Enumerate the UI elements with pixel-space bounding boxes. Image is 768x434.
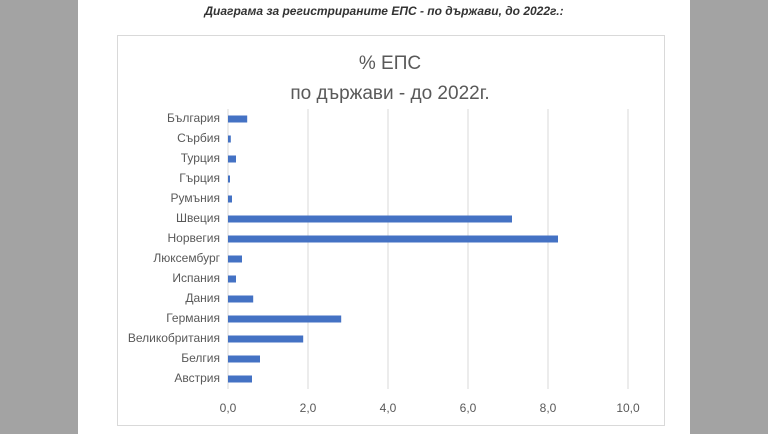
x-tick-label: 4,0 bbox=[380, 401, 397, 415]
chart-frame bbox=[117, 35, 665, 426]
bar bbox=[228, 235, 558, 243]
bar bbox=[228, 275, 236, 283]
y-tick-label: Румъния bbox=[171, 191, 220, 205]
bar bbox=[228, 175, 230, 183]
bar bbox=[228, 135, 231, 143]
x-tick-label: 2,0 bbox=[300, 401, 317, 415]
y-tick-label: Германия bbox=[166, 311, 220, 325]
y-tick-label: Великобритания bbox=[128, 331, 220, 345]
chart-subtitle: по държави - до 2022г. bbox=[290, 83, 489, 104]
heading: Диаграма за регистрираните ЕПС - по държ… bbox=[204, 4, 564, 18]
y-tick-label: Австрия bbox=[174, 371, 220, 385]
bar bbox=[228, 315, 342, 323]
x-tick-label: 10,0 bbox=[616, 401, 640, 415]
bar bbox=[228, 335, 304, 343]
y-tick-label: Норвегия bbox=[167, 231, 220, 245]
bar bbox=[228, 355, 260, 363]
y-tick-label: Швеция bbox=[176, 211, 220, 225]
y-tick-label: Испания bbox=[172, 271, 220, 285]
y-tick-label: Гърция bbox=[179, 171, 220, 185]
y-tick-label: Сърбия bbox=[177, 131, 220, 145]
y-tick-label: България bbox=[167, 111, 220, 125]
y-tick-label: Турция bbox=[181, 151, 220, 165]
y-tick-label: Дания bbox=[185, 291, 220, 305]
bar bbox=[228, 215, 512, 223]
bar bbox=[228, 255, 242, 263]
y-tick-label: Белгия bbox=[181, 351, 220, 365]
bar bbox=[228, 155, 236, 163]
bar bbox=[228, 195, 232, 203]
bar bbox=[228, 375, 252, 383]
chart-title: % ЕПС bbox=[359, 53, 421, 74]
y-tick-label: Люксембург bbox=[153, 251, 220, 265]
x-tick-label: 8,0 bbox=[540, 401, 557, 415]
bar bbox=[228, 295, 254, 303]
x-tick-label: 0,0 bbox=[220, 401, 237, 415]
bar bbox=[228, 115, 248, 123]
x-tick-label: 6,0 bbox=[460, 401, 477, 415]
